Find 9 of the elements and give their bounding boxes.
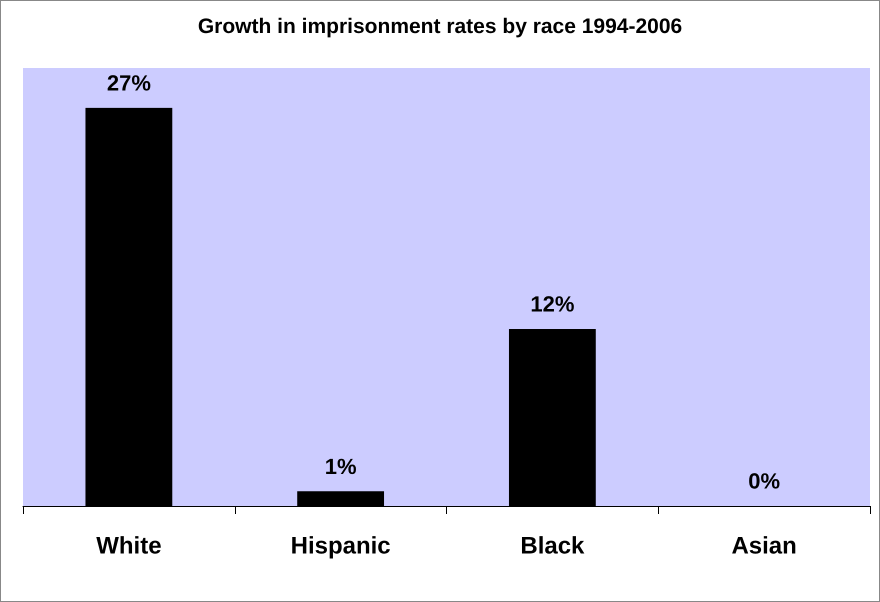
data-label: 12% [530,292,574,317]
data-label: 27% [106,70,151,96]
data-label: 0% [748,468,780,494]
x-tick-label: White [96,532,162,560]
data-label: 1% [324,454,357,479]
x-tick-label: Hispanic [290,532,391,560]
x-tick-label: Asian [731,532,797,560]
chart-title: Growth in imprisonment rates by race 1994-2006 [198,15,682,38]
x-tick-label: Black [520,532,586,560]
